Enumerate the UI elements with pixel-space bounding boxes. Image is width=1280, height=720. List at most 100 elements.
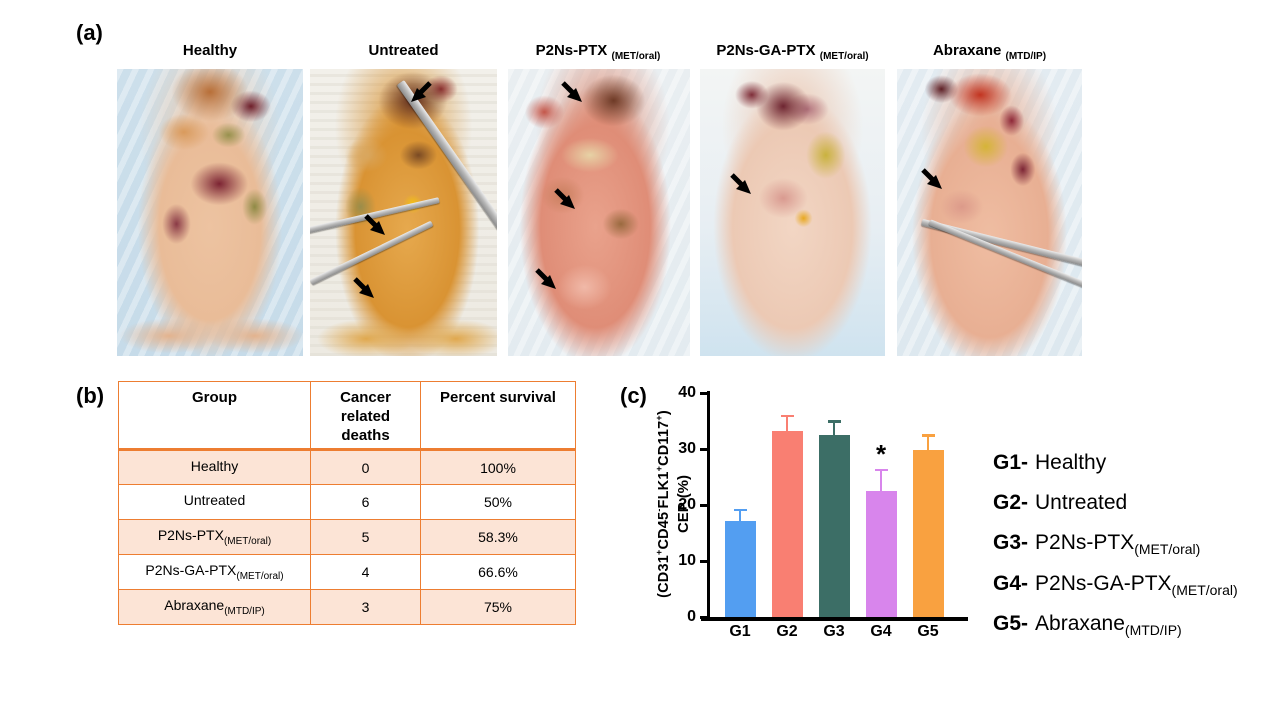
panel-c-tag: (c) [620, 383, 647, 408]
photo-label-sub: (MET/oral) [611, 51, 661, 62]
significance-asterisk: * [875, 439, 887, 470]
header-deaths: Cancer related deaths [310, 381, 421, 451]
error-bar-cap [733, 508, 747, 512]
group-text: Healthy [190, 457, 239, 474]
y-tick-label: 20 [678, 496, 696, 513]
group-sub: (MET/oral) [236, 570, 284, 582]
legend-item-g1: G1- Healthy [993, 446, 1238, 486]
legend-label: P2Ns-PTX [1035, 531, 1135, 555]
group-sub: (MTD/IP) [224, 605, 265, 617]
cell-deaths: 5 [310, 519, 421, 555]
cell-deaths: 3 [310, 589, 421, 625]
cell-survival: 66.6% [420, 554, 576, 590]
tumor-arrow-icon [919, 167, 946, 194]
superscript: + [654, 549, 664, 556]
tumor-arrow-icon [728, 172, 755, 199]
y-tick [700, 503, 708, 507]
chart-legend: G1- Healthy G2- Untreated G3- P2Ns-PTX(MET/… [993, 446, 1238, 647]
necropsy-photo-abraxane [897, 69, 1082, 356]
superscript: - [654, 508, 664, 512]
y-tick [700, 615, 708, 619]
tumor-arrow-icon [559, 80, 586, 107]
bar-g3 [818, 435, 850, 617]
cell-survival: 58.3% [420, 519, 576, 555]
panel-a-tag: (a) [76, 20, 103, 45]
group-text: Abraxane [164, 597, 225, 614]
bar-g1 [724, 520, 756, 617]
table-header-row: Group Cancer related deaths Percent surv… [118, 381, 576, 451]
photo-label-text: Untreated [368, 42, 439, 59]
legend-item-g3: G3- P2Ns-PTX(MET/oral) [993, 526, 1238, 566]
group-sub: (MET/oral) [223, 535, 272, 547]
table-row: Abraxane(MTD/IP) 3 75% [118, 589, 576, 625]
x-tick-label: G4 [870, 623, 892, 640]
legend-prefix: G4- [993, 571, 1029, 595]
legend-item-g5: G5- Abraxane(MTD/IP) [993, 607, 1238, 647]
group-text: P2Ns-PTX [157, 527, 224, 544]
legend-label: Abraxane [1035, 611, 1125, 635]
cell-group: Abraxane(MTD/IP) [118, 589, 311, 625]
photo-label-healthy: Healthy [117, 42, 303, 62]
legend-prefix: G5- [993, 611, 1029, 635]
legend-item-g2: G2- Untreated [993, 486, 1238, 526]
y-axis-line [707, 391, 710, 621]
panel-b-tag: (b) [76, 383, 105, 408]
necropsy-photo-healthy [117, 69, 303, 356]
x-tick-label: G1 [729, 623, 751, 640]
error-bar [832, 422, 836, 435]
photo-label-text: Abraxane [932, 42, 1002, 59]
photo-label-text: Healthy [182, 42, 238, 59]
table-row: Untreated 6 50% [118, 484, 576, 520]
tumor-arrow-icon [552, 187, 579, 214]
error-bar [926, 436, 930, 451]
photo-label-p2ns-ptx: P2Ns-PTX (MET/oral) [500, 42, 696, 62]
header-group: Group [118, 381, 311, 451]
group-text: P2Ns-GA-PTX [145, 562, 237, 579]
y-tick [700, 391, 708, 395]
error-bar [879, 471, 883, 491]
photo-label-p2ns-ga-ptx: P2Ns-GA-PTX (MET/oral) [690, 42, 895, 62]
y-tick [700, 559, 708, 563]
y-tick-label: 0 [687, 608, 696, 625]
header-survival: Percent survival [420, 381, 576, 451]
tumor-arrow-icon [533, 267, 560, 294]
bar-chart-plot: 0 10 20 30 40 G1 G2 G3 G4 G5 * [678, 384, 968, 640]
x-tick-label: G3 [823, 623, 845, 640]
error-bar [785, 417, 789, 432]
legend-label: Healthy [1035, 451, 1107, 474]
x-axis-line [701, 617, 968, 621]
bar-g4 [865, 491, 897, 617]
cell-survival: 50% [420, 484, 576, 520]
legend-prefix: G2- [993, 491, 1029, 515]
tumor-arrow-icon [407, 80, 434, 107]
error-bar-cap [780, 414, 794, 418]
table-row: P2Ns-PTX(MET/oral) 5 58.3% [118, 519, 576, 555]
bar-g5 [912, 450, 944, 617]
error-bar [738, 511, 742, 521]
y-tick [700, 447, 708, 451]
tumor-arrow-icon [362, 213, 389, 240]
photo-label-untreated: Untreated [310, 42, 497, 62]
legend-prefix: G1- [993, 451, 1029, 474]
y-tick-label: 30 [678, 440, 696, 457]
group-text: Untreated [183, 492, 246, 509]
bar-g2 [771, 431, 803, 617]
legend-label: Untreated [1035, 491, 1128, 515]
necropsy-photo-p2ns-ga-ptx [700, 69, 885, 356]
cell-deaths: 0 [310, 449, 421, 485]
x-tick-label: G5 [917, 623, 939, 640]
survival-table: Group Cancer related deaths Percent surv… [118, 381, 576, 625]
cell-deaths: 6 [310, 484, 421, 520]
photo-label-sub: (MTD/IP) [1005, 51, 1047, 62]
cell-group: P2Ns-GA-PTX(MET/oral) [118, 554, 311, 590]
cell-group: Healthy [118, 449, 311, 485]
tumor-arrow-icon [351, 276, 378, 303]
error-bar-cap [874, 468, 888, 472]
cell-survival: 75% [420, 589, 576, 625]
cell-group: P2Ns-PTX(MET/oral) [118, 519, 311, 555]
photo-label-sub: (MET/oral) [819, 51, 869, 62]
y-tick-label: 40 [678, 384, 696, 401]
error-bar-cap [827, 420, 841, 423]
legend-sub: (MTD/IP) [1124, 621, 1182, 638]
